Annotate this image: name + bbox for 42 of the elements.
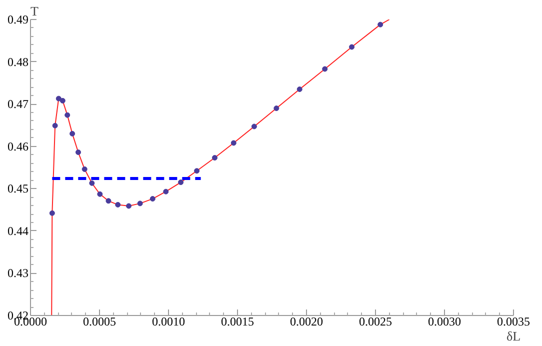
x-tick-label: 0.0035 xyxy=(497,314,530,328)
point xyxy=(49,210,55,216)
y-tick-label: 0.45 xyxy=(8,182,28,196)
point xyxy=(178,180,184,186)
point xyxy=(97,191,103,197)
point xyxy=(163,188,169,194)
y-tick-label: 0.43 xyxy=(8,266,28,280)
point xyxy=(56,96,62,102)
point xyxy=(89,180,95,186)
point xyxy=(115,202,121,208)
x-tick-label: 0.0025 xyxy=(359,314,392,328)
y-tick-label: 0.46 xyxy=(8,139,28,154)
point xyxy=(137,200,143,206)
point xyxy=(296,86,302,92)
point xyxy=(82,166,88,172)
y-tick-label: 0.47 xyxy=(8,97,28,112)
y-tick-label: 0.44 xyxy=(8,224,28,238)
point xyxy=(274,106,280,112)
point xyxy=(76,150,81,156)
point xyxy=(126,203,132,209)
point xyxy=(322,66,328,72)
x-tick-label: 0.0010 xyxy=(152,314,185,328)
point xyxy=(64,112,70,118)
y-axis-title: T xyxy=(30,4,38,18)
x-tick-label: 0.0030 xyxy=(428,314,461,328)
point xyxy=(251,124,257,130)
point xyxy=(106,198,112,204)
y-tick-label: 0.48 xyxy=(8,54,28,69)
x-axis-title: δL xyxy=(506,328,521,344)
point xyxy=(52,122,58,128)
point xyxy=(60,98,66,104)
point xyxy=(150,196,156,202)
point xyxy=(378,22,384,28)
point xyxy=(349,44,355,50)
point xyxy=(70,130,76,136)
x-tick-label: 0.0020 xyxy=(290,314,323,328)
x-tick-label: 0.0015 xyxy=(221,314,254,328)
point xyxy=(230,140,236,146)
x-tick-label: 0.0005 xyxy=(83,314,116,328)
point xyxy=(212,155,218,161)
y-tick-label: 0.49 xyxy=(8,12,28,26)
point xyxy=(194,168,200,174)
